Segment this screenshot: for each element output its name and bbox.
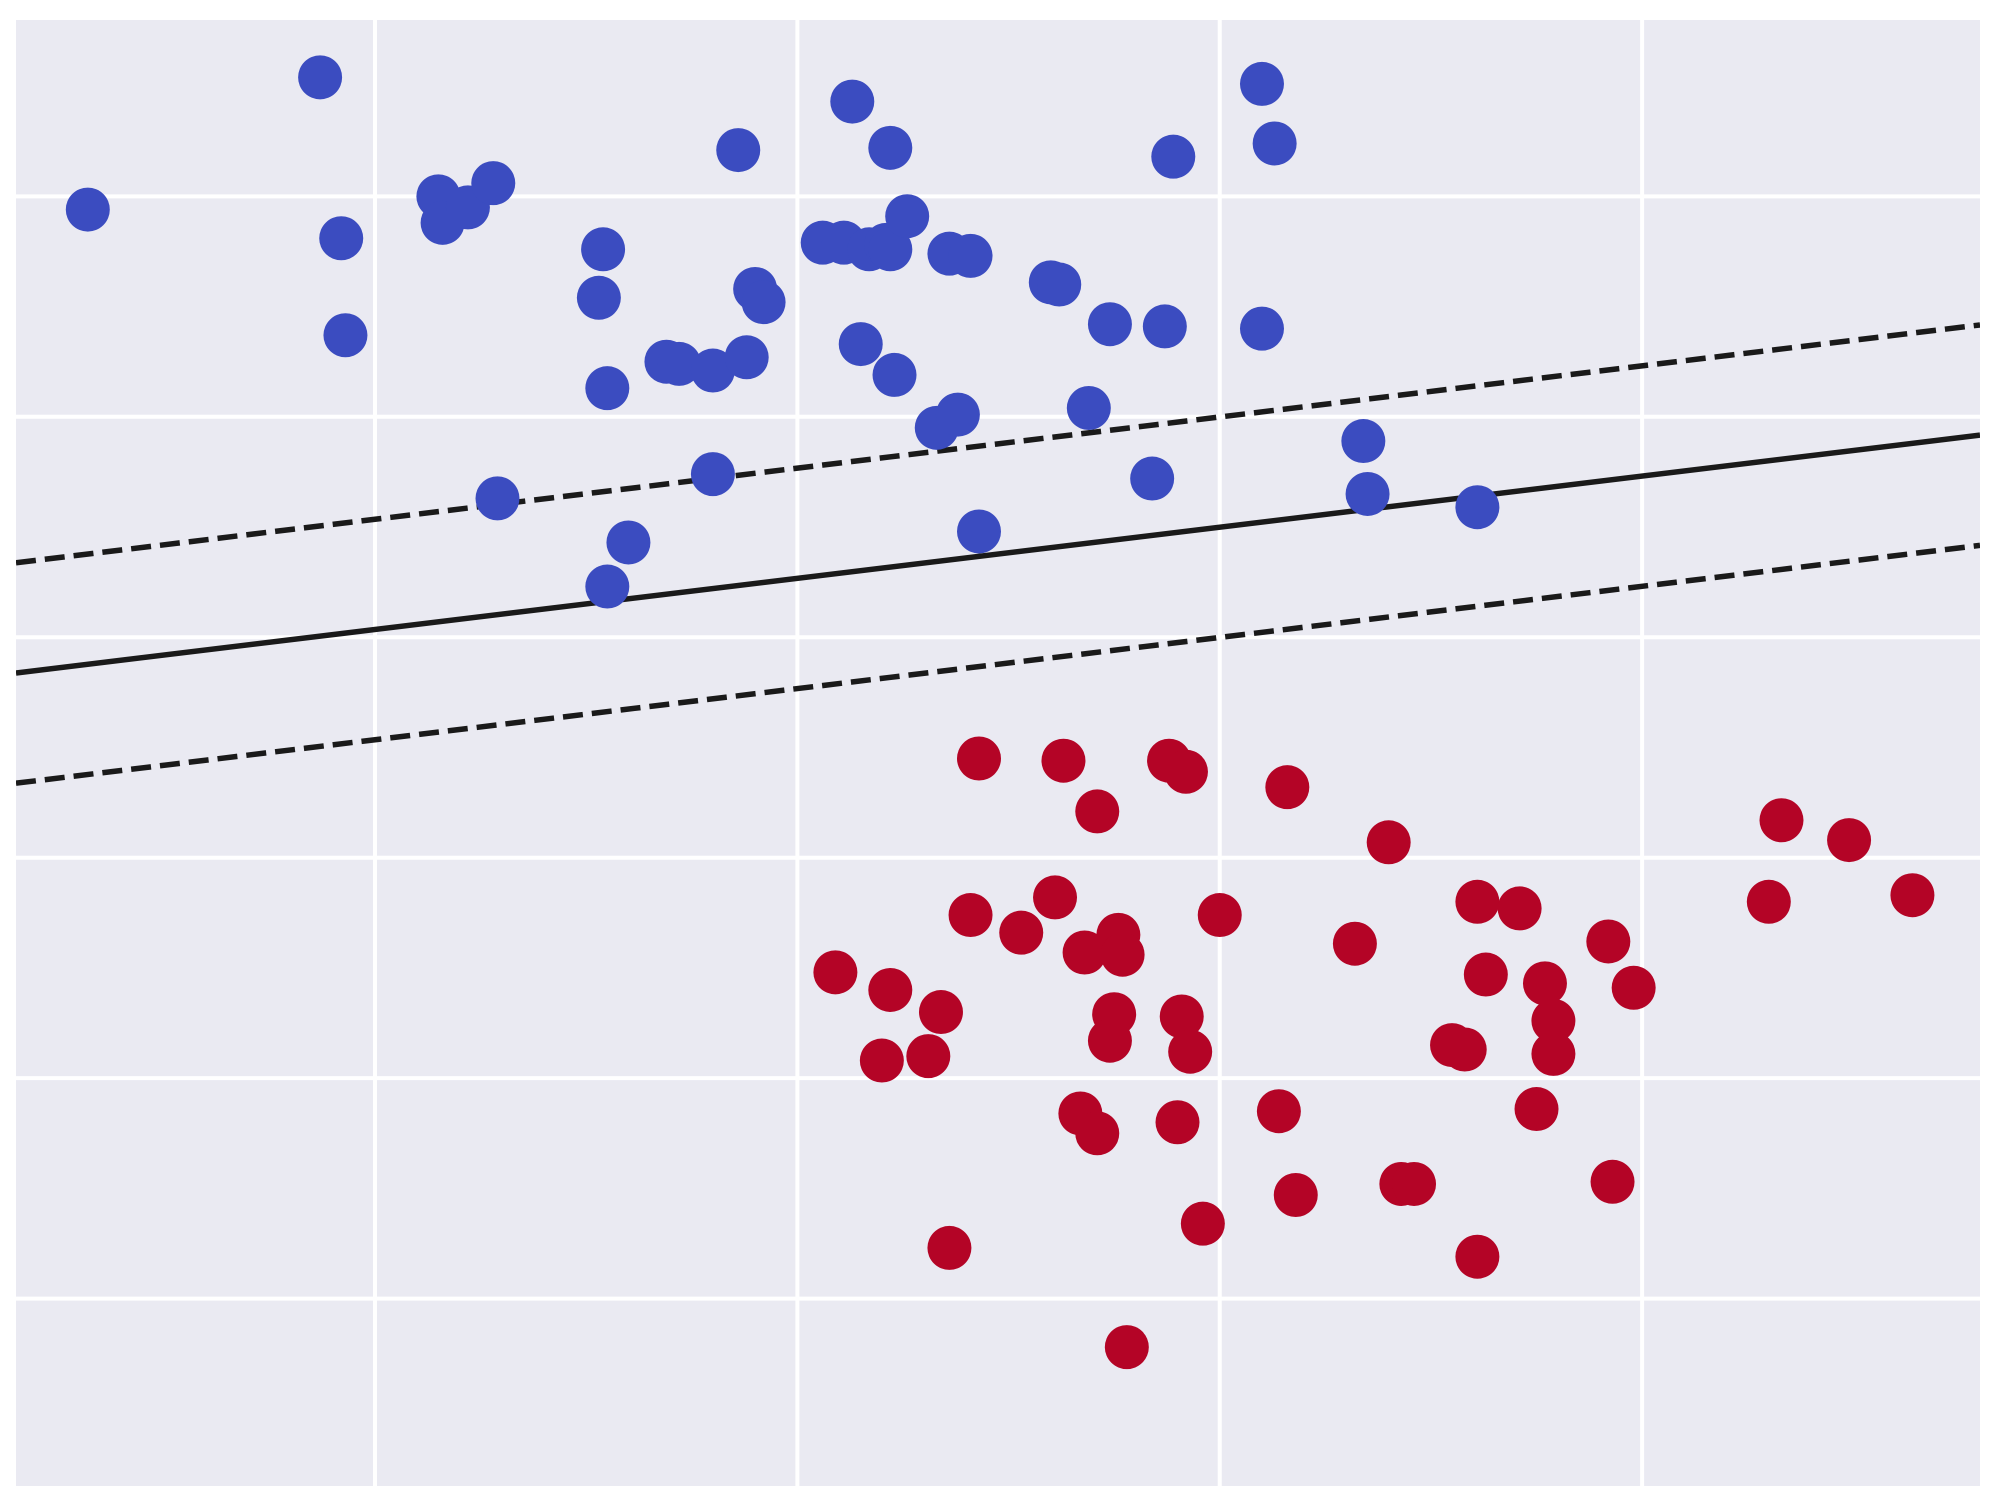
data-point-class-1-20 (1463, 952, 1508, 997)
data-point-class-1-28 (1159, 994, 1204, 1039)
data-point-class-1-47 (1759, 798, 1804, 843)
data-point-class-0-43 (1130, 456, 1175, 501)
data-point-class-0-17 (724, 335, 769, 380)
data-point-class-0-45 (1252, 121, 1297, 166)
data-point-class-1-29 (1168, 1029, 1213, 1074)
data-point-class-1-5 (1075, 789, 1120, 834)
data-point-class-0-25 (838, 322, 883, 367)
data-point-class-0-48 (1345, 471, 1390, 516)
data-point-class-1-14 (868, 967, 913, 1012)
data-point-class-0-12 (606, 520, 651, 565)
data-point-class-1-15 (918, 990, 963, 1035)
data-point-class-0-7 (471, 161, 516, 206)
data-point-class-1-48 (1827, 818, 1872, 863)
data-point-class-1-8 (948, 893, 993, 938)
data-point-class-0-28 (830, 79, 875, 124)
data-point-class-0-29 (868, 125, 913, 170)
data-point-class-1-32 (859, 1038, 904, 1083)
data-point-class-0-8 (581, 227, 626, 272)
data-point-class-1-16 (1197, 893, 1242, 938)
data-point-class-1-31 (1442, 1027, 1487, 1072)
data-point-class-0-11 (475, 476, 520, 521)
data-point-class-0-44 (1239, 61, 1284, 106)
data-point-class-0-18 (690, 452, 735, 497)
data-point-class-0-10 (585, 366, 630, 411)
data-point-class-1-1 (1041, 738, 1086, 783)
data-point-class-0-19 (716, 128, 761, 173)
data-point-class-0-15 (657, 341, 702, 386)
data-point-class-1-46 (1104, 1325, 1149, 1370)
data-point-class-1-40 (1392, 1161, 1437, 1206)
data-point-class-1-13 (813, 950, 858, 995)
data-point-class-1-50 (1890, 873, 1935, 918)
margin-line-upper (16, 322, 1980, 566)
data-point-class-0-35 (935, 392, 980, 437)
margin-line-lower (16, 542, 1980, 786)
data-point-class-1-9 (999, 910, 1044, 955)
data-point-class-1-42 (1273, 1173, 1318, 1218)
data-point-class-1-22 (1586, 919, 1631, 964)
data-point-class-1-38 (1514, 1087, 1559, 1132)
data-point-class-1-4 (1265, 765, 1310, 810)
data-point-class-1-27 (1087, 1018, 1132, 1063)
data-point-class-0-39 (1087, 302, 1132, 347)
data-point-class-1-35 (1075, 1111, 1120, 1156)
data-point-class-1-33 (906, 1034, 951, 1079)
data-point-class-1-44 (927, 1225, 972, 1270)
data-point-class-1-21 (1522, 961, 1567, 1006)
decision-lines (16, 322, 1980, 786)
data-point-class-0-41 (1151, 134, 1196, 179)
data-point-class-0-27 (868, 227, 913, 272)
data-point-class-1-23 (1611, 965, 1656, 1010)
data-point-class-0-47 (1341, 419, 1386, 464)
data-point-class-1-45 (1455, 1234, 1500, 1279)
data-point-class-0-21 (741, 280, 786, 325)
data-point-class-1-3 (1163, 749, 1208, 794)
data-points (65, 55, 1935, 1370)
data-point-class-1-37 (1256, 1089, 1301, 1134)
data-point-class-1-17 (1332, 921, 1377, 966)
data-point-class-1-41 (1590, 1159, 1635, 1204)
data-point-class-1-19 (1497, 886, 1542, 931)
data-point-class-0-46 (1239, 306, 1284, 351)
data-point-class-0-49 (1455, 485, 1500, 530)
data-point-class-1-24 (1531, 998, 1576, 1043)
decision-boundary-line (16, 432, 1980, 676)
data-point-class-0-31 (872, 352, 917, 397)
data-point-class-0-1 (298, 55, 343, 100)
data-point-class-1-0 (956, 736, 1001, 781)
data-point-class-1-25 (1531, 1031, 1576, 1076)
data-point-class-0-30 (885, 194, 930, 239)
data-point-class-1-18 (1455, 879, 1500, 924)
data-point-class-0-3 (323, 313, 368, 358)
data-point-class-0-40 (1066, 385, 1111, 430)
data-point-class-0-33 (948, 233, 993, 278)
data-point-class-1-49 (1746, 879, 1791, 924)
data-point-class-1-7 (1033, 875, 1078, 920)
data-point-class-0-42 (1142, 304, 1187, 349)
data-point-class-1-36 (1155, 1100, 1200, 1145)
data-point-class-0-13 (585, 564, 630, 609)
data-point-class-1-11 (1062, 930, 1107, 975)
data-point-class-0-38 (1037, 262, 1082, 307)
grid-lines (16, 20, 1980, 1486)
data-point-class-0-36 (956, 509, 1001, 554)
data-point-class-0-0 (65, 187, 110, 232)
data-point-class-1-12 (1100, 932, 1145, 977)
data-point-class-1-6 (1366, 820, 1411, 865)
data-point-class-1-43 (1180, 1201, 1225, 1246)
data-point-class-0-9 (576, 275, 621, 320)
data-point-class-0-16 (690, 348, 735, 393)
data-point-class-0-2 (319, 216, 364, 261)
